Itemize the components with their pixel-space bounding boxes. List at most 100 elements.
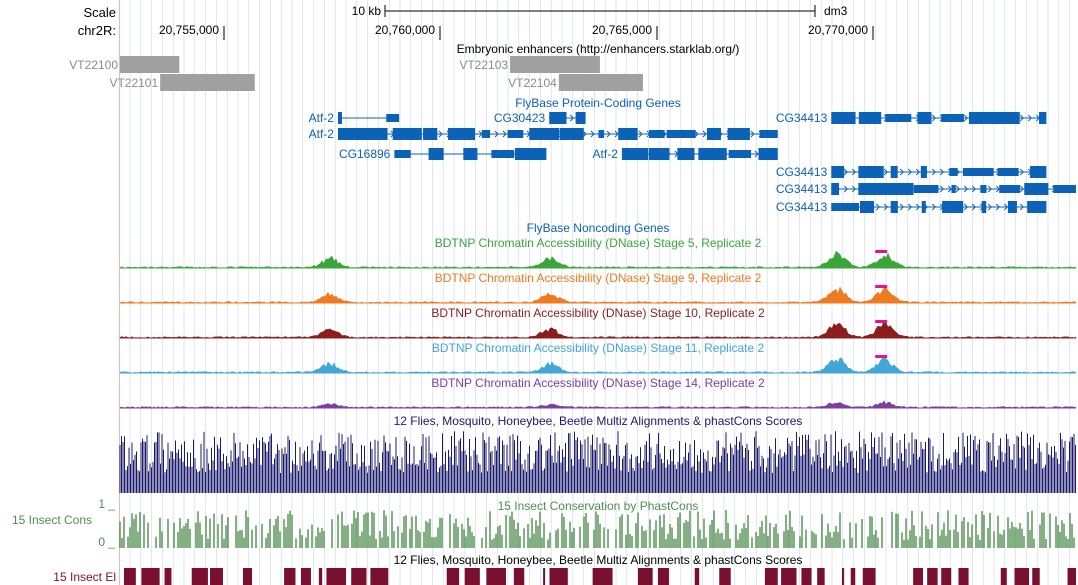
conserved-element[interactable] (719, 568, 731, 585)
enhancer-feature[interactable] (510, 56, 600, 73)
enhancer-label[interactable]: VT22101 (109, 76, 158, 90)
enhancer-label[interactable]: VT22103 (459, 58, 508, 72)
gene-exon[interactable] (858, 112, 882, 124)
conserved-element[interactable] (141, 568, 160, 585)
gene-label[interactable]: CG34413 (776, 182, 828, 196)
gene-exon[interactable] (491, 150, 515, 158)
dnase-signal[interactable] (119, 286, 1077, 304)
conserved-element[interactable] (801, 568, 812, 585)
flybase-noncoding-track-title[interactable]: FlyBase Noncoding Genes (527, 221, 670, 235)
enhancer-feature[interactable] (558, 74, 643, 91)
phastcons-track[interactable] (119, 510, 1075, 548)
gene-exon[interactable] (365, 128, 388, 140)
dnase-tracks[interactable]: BDTNP Chromatin Accessibility (DNase) St… (119, 236, 1077, 409)
gene-exon[interactable] (448, 128, 476, 140)
gene-exon[interactable] (859, 201, 875, 213)
conserved-element[interactable] (486, 568, 506, 585)
dnase-track-title[interactable]: BDTNP Chromatin Accessibility (DNase) St… (431, 376, 765, 390)
gene-exon[interactable] (549, 112, 567, 124)
gene-exon[interactable] (463, 148, 478, 160)
dnase-track-title[interactable]: BDTNP Chromatin Accessibility (DNase) St… (432, 341, 765, 355)
gene-exon[interactable] (890, 201, 898, 213)
conserved-element[interactable] (284, 568, 296, 585)
dnase-signal[interactable] (119, 250, 1077, 269)
flybase-coding-track-title[interactable]: FlyBase Protein-Coding Genes (515, 96, 680, 110)
enhancer-feature[interactable] (120, 56, 180, 73)
gene-exon[interactable] (727, 128, 750, 140)
gene-exon[interactable] (598, 130, 605, 138)
multiz-elements-track-title[interactable]: 12 Flies, Mosquito, Honeybee, Beetle Mul… (394, 553, 803, 567)
conserved-element[interactable] (941, 568, 952, 585)
conserved-element[interactable] (764, 568, 778, 585)
gene-exon[interactable] (858, 183, 887, 195)
gene-exon[interactable] (649, 130, 665, 138)
gene-exon[interactable] (858, 166, 884, 178)
conserved-element[interactable] (513, 568, 525, 585)
gene-exon[interactable] (885, 183, 914, 195)
gene-exon[interactable] (1024, 183, 1049, 195)
conserved-element[interactable] (242, 568, 253, 585)
conserved-element[interactable] (637, 568, 653, 585)
gene-exon[interactable] (337, 112, 342, 124)
gene-label[interactable]: Atf-2 (309, 127, 335, 141)
conserved-element[interactable] (191, 568, 208, 585)
gene-exon[interactable] (941, 114, 964, 122)
enhancers-track-title[interactable]: Embryonic enhancers (http://enhancers.st… (457, 42, 740, 56)
gene-exon[interactable] (618, 128, 638, 140)
multiz-track-title[interactable]: 12 Flies, Mosquito, Honeybee, Beetle Mul… (394, 414, 803, 428)
conserved-element[interactable] (781, 568, 797, 585)
gene-exon[interactable] (392, 128, 422, 140)
dnase-signal[interactable] (119, 357, 1077, 374)
gene-exon[interactable] (890, 166, 898, 178)
conserved-element[interactable] (210, 568, 223, 585)
conserved-element[interactable] (927, 568, 938, 585)
gene-exon[interactable] (559, 128, 584, 140)
conserved-element[interactable] (300, 568, 311, 585)
conserved-element[interactable] (1000, 568, 1007, 585)
gene-label[interactable]: Atf-2 (593, 147, 619, 161)
gene-exon[interactable] (921, 201, 926, 213)
gene-exon[interactable] (706, 128, 721, 140)
gene-exon[interactable] (423, 128, 438, 140)
gene-exon[interactable] (621, 148, 649, 160)
gene-label[interactable]: CG34413 (776, 165, 828, 179)
gene-exon[interactable] (949, 168, 958, 176)
conserved-element[interactable] (657, 568, 669, 585)
conserved-element[interactable] (1032, 568, 1040, 585)
conserved-element[interactable] (1014, 568, 1030, 585)
gene-exon[interactable] (999, 185, 1021, 193)
gene-exon[interactable] (758, 148, 778, 160)
insect-elements-track[interactable] (124, 568, 1076, 585)
gene-label[interactable]: CG34413 (776, 111, 828, 125)
phastcons-track-title[interactable]: 15 Insect Conservation by PhastCons (498, 499, 699, 513)
gene-exon[interactable] (831, 112, 856, 124)
gene-exon[interactable] (885, 114, 912, 122)
flybase-coding-track[interactable]: Atf-2 CG30423 CG34413 Atf-2 CG16896 Atf-2 CG34… (309, 111, 1076, 214)
gene-exon[interactable] (728, 150, 752, 158)
dnase-track-title[interactable]: BDTNP Chromatin Accessibility (DNase) St… (431, 306, 765, 320)
gene-exon[interactable] (514, 148, 547, 160)
conserved-element[interactable] (464, 568, 480, 585)
conserved-element[interactable] (913, 568, 924, 585)
gene-exon[interactable] (962, 168, 994, 176)
gene-exon[interactable] (981, 201, 987, 213)
gene-exon[interactable] (759, 130, 778, 138)
dnase-track-title[interactable]: BDTNP Chromatin Accessibility (DNase) St… (435, 236, 762, 250)
conserved-element[interactable] (1067, 568, 1076, 585)
gene-exon[interactable] (386, 114, 400, 122)
gene-exon[interactable] (428, 148, 444, 160)
gene-exon[interactable] (648, 148, 670, 160)
gene-label[interactable]: Atf-2 (309, 111, 335, 125)
conserved-element[interactable] (694, 568, 700, 585)
gene-exon[interactable] (698, 148, 727, 160)
gene-exon[interactable] (1027, 201, 1047, 213)
gene-exon[interactable] (831, 203, 859, 211)
conserved-element[interactable] (862, 568, 876, 585)
gene-exon[interactable] (913, 185, 939, 193)
gene-exon[interactable] (980, 185, 987, 193)
gene-exon[interactable] (481, 130, 491, 138)
gene-exon[interactable] (968, 112, 992, 124)
dnase-signal[interactable] (119, 319, 1077, 339)
